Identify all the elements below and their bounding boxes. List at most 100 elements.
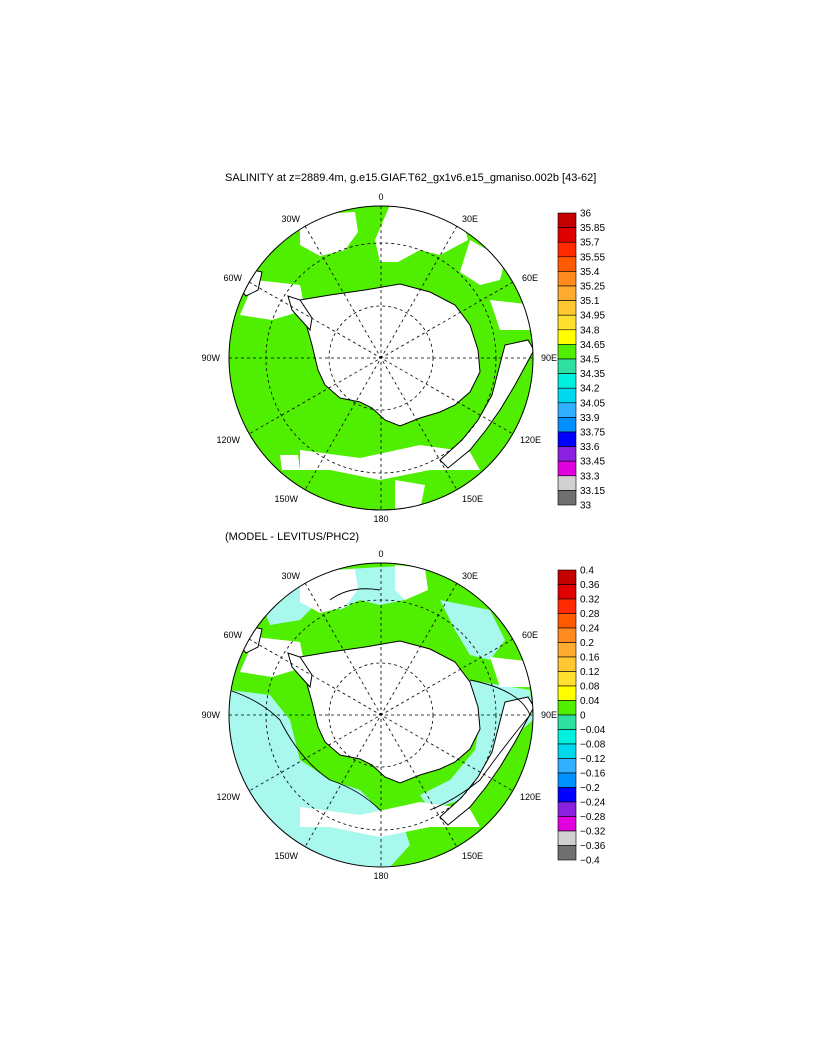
panel-1-map-border [228, 205, 534, 511]
colorbar-swatch [557, 387, 577, 404]
panel-1-mask-patch [460, 240, 505, 285]
lon-label: 30E [462, 571, 478, 581]
panel-1-mask-patch [300, 445, 480, 480]
colorbar-label: 0.24 [580, 624, 600, 635]
colorbar-swatch [557, 758, 577, 774]
colorbar-swatch [557, 598, 577, 614]
panel-1-map [229, 206, 533, 510]
colorbar-swatch [557, 656, 577, 672]
lon-label: 60W [223, 273, 242, 283]
lon-label: 150W [274, 851, 298, 861]
panel-2-title: (MODEL - LEVITUS/PHC2) [225, 531, 359, 543]
colorbar-label: −0.4 [580, 856, 600, 867]
lon-label: 150W [274, 494, 298, 504]
panel-2-mask-patch [490, 657, 533, 687]
panel-2-mask-patch [300, 802, 480, 837]
colorbar-label: 35.25 [580, 282, 605, 293]
colorbar-label: 0.2 [580, 638, 594, 649]
colorbar-label: 33.45 [580, 457, 605, 468]
colorbar-label: 35.55 [580, 252, 605, 263]
panel-1-mask-patch [280, 455, 300, 470]
colorbar-swatch [557, 685, 577, 701]
colorbar-label: −0.24 [580, 798, 606, 809]
lon-label: 180 [373, 871, 388, 881]
colorbar-label: 34.35 [580, 369, 605, 380]
colorbar-label: 34.2 [580, 384, 600, 395]
colorbar-label: 35.1 [580, 296, 600, 307]
colorbar-swatch [557, 344, 577, 360]
lon-label: 90W [201, 353, 220, 363]
colorbar-label: 0.08 [580, 682, 600, 693]
colorbar-label: −0.12 [580, 754, 606, 765]
panel-2-antarctic-peninsula [287, 652, 313, 689]
panel-2-negative-region [440, 600, 505, 660]
colorbar-label: 35.4 [580, 267, 600, 278]
colorbar-label: 0.4 [580, 566, 594, 577]
colorbar-swatch [557, 460, 577, 477]
colorbar-label: 36 [580, 209, 592, 220]
colorbar-label: 0.04 [580, 696, 600, 707]
colorbar-swatch [557, 329, 577, 345]
colorbar-swatch [557, 801, 577, 817]
colorbar-label: 0.28 [580, 609, 600, 620]
colorbar-swatch [557, 256, 577, 272]
panel-1-colorbar: 36 35.85 35.7 35.55 35.4 35.25 35.1 34.95 34.8 34… [557, 209, 605, 512]
panel-2-map-border [228, 562, 534, 868]
colorbar-label: −0.2 [580, 783, 600, 794]
panel-1-mask-patch [490, 300, 533, 330]
colorbar-swatch [557, 358, 577, 374]
colorbar-swatch [557, 227, 577, 243]
panel-2-contours [229, 588, 531, 811]
panel-1-title: SALINITY at z=2889.4m, g.e15.GIAF.T62_gx… [225, 172, 596, 184]
panel-2-lon-labels: 0 30E 60E 90E 120E 150E 180 150W 120W 90… [201, 549, 557, 881]
colorbar-swatch [557, 700, 577, 716]
colorbar-label: 34.05 [580, 398, 605, 409]
colorbar-label: 33.6 [580, 442, 600, 453]
colorbar-label: −0.08 [580, 740, 606, 751]
colorbar-label: 34.8 [580, 325, 600, 336]
colorbar-swatch [557, 300, 577, 316]
colorbar-label: −0.04 [580, 725, 606, 736]
colorbar-swatch [557, 787, 577, 803]
colorbar-swatch [557, 772, 577, 788]
colorbar-swatch [557, 627, 577, 643]
panel-1-coastline-east [439, 339, 533, 469]
lon-label: 120E [520, 792, 541, 802]
colorbar-swatch [557, 671, 577, 687]
colorbar-swatch [557, 212, 577, 228]
lon-label: 90E [541, 710, 557, 720]
colorbar-swatch [557, 417, 577, 433]
colorbar-swatch [557, 642, 577, 658]
lon-label: 30E [462, 214, 478, 224]
colorbar-swatch [557, 446, 577, 462]
colorbar-label: −0.16 [580, 769, 606, 780]
colorbar-swatch [557, 475, 577, 491]
lon-label: 180 [373, 514, 388, 524]
colorbar-swatch [557, 431, 577, 447]
colorbar-swatch [557, 729, 577, 745]
colorbar-swatch [557, 373, 577, 389]
lon-label: 60E [522, 630, 538, 640]
lon-label: 120E [520, 435, 541, 445]
lon-label: 60W [223, 630, 242, 640]
colorbar-swatch [557, 714, 577, 730]
lon-label: 0 [378, 549, 383, 559]
colorbar-swatch [557, 285, 577, 301]
colorbar-swatch [557, 490, 577, 506]
lon-label: 30W [281, 571, 300, 581]
colorbar-label: 33 [580, 501, 592, 512]
panel-2-colorbar: 0.4 0.36 0.32 0.28 0.24 0.2 0.16 0.12 0.08 0.04 0 −… [557, 566, 606, 867]
colorbar-label: 0 [580, 711, 586, 722]
colorbar-label: 34.95 [580, 311, 605, 322]
colorbar-label: −0.32 [580, 827, 606, 838]
colorbar-label: 33.15 [580, 486, 605, 497]
colorbar-label: 0.12 [580, 667, 600, 678]
colorbar-swatch [557, 584, 577, 600]
lon-label: 30W [281, 214, 300, 224]
colorbar-label: −0.28 [580, 812, 606, 823]
panel-1-lon-labels: 0 30E 60E 90E 120E 150E 180 150W 120W 90… [201, 192, 557, 524]
colorbar-label: 34.65 [580, 340, 605, 351]
panel-2-mask-patch [300, 569, 358, 613]
lon-label: 150E [462, 851, 483, 861]
